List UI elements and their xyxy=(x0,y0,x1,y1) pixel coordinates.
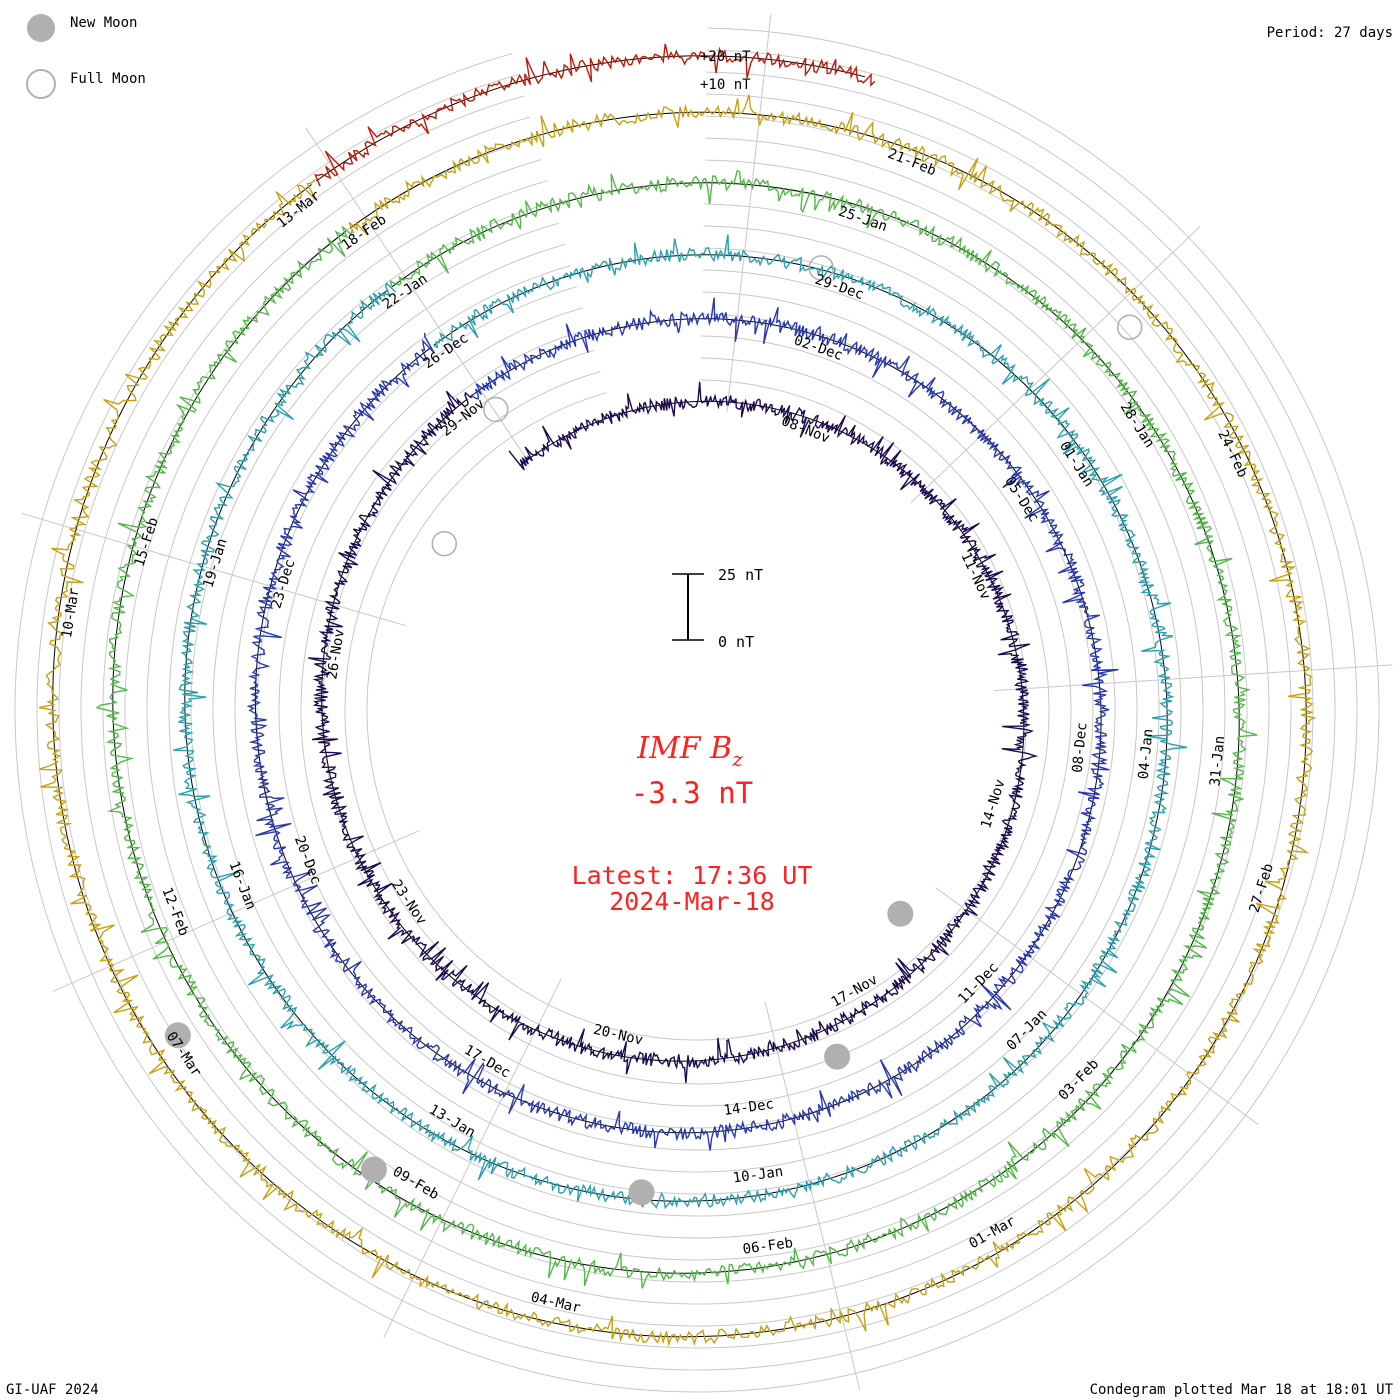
date-tick-label: 06-Feb xyxy=(742,1235,794,1258)
new-moon-marker xyxy=(360,1156,387,1183)
grid-ring xyxy=(212,225,1182,1195)
grid-ring xyxy=(168,181,1226,1239)
date-tick-label: 14-Dec xyxy=(723,1096,775,1119)
new-moon-marker xyxy=(824,1043,851,1070)
scale-bar-top-label: 25 nT xyxy=(718,566,763,584)
date-spoke xyxy=(993,664,1393,692)
zero-baseline xyxy=(254,318,1102,1134)
date-tick-label: 26-Nov xyxy=(324,628,348,680)
series-2 xyxy=(246,297,1119,1151)
grid-ring xyxy=(146,159,1248,1261)
grid-rings xyxy=(14,27,1380,1393)
grid-ring xyxy=(256,269,1138,1151)
full-moon-icon xyxy=(26,69,56,99)
full-moon-marker xyxy=(1116,314,1143,340)
full-moon-marker xyxy=(808,255,834,281)
chart-title-main: IMF B xyxy=(636,731,732,766)
footer-credit: GI-UAF 2024 xyxy=(6,1382,99,1398)
date-tick-label: 07-Jan xyxy=(1004,1006,1051,1054)
latest-time: Latest: 17:36 UT xyxy=(572,861,813,890)
series-1 xyxy=(308,381,1039,1084)
full-moon-label: Full Moon xyxy=(70,71,146,87)
new-moon-marker xyxy=(887,900,914,927)
date-tick-label: 31-Jan xyxy=(1207,735,1228,787)
full-moon-marker xyxy=(483,396,509,423)
grid-ring xyxy=(322,335,1072,1085)
date-tick-label: 04-Mar xyxy=(529,1289,582,1316)
scale-bar-bottom-label: 0 nT xyxy=(718,633,754,651)
date-spoke xyxy=(910,226,1201,504)
date-tick-label: 20-Dec xyxy=(291,834,324,887)
date-tick-label: 20-Nov xyxy=(592,1022,645,1049)
date-tick-label: 17-Dec xyxy=(461,1042,513,1081)
chart-title: IMF Bz xyxy=(636,731,743,771)
grid-ring xyxy=(36,49,1358,1371)
grid-ring xyxy=(124,137,1270,1283)
date-tick-label: 10-Jan xyxy=(732,1164,784,1187)
outer-scale-label-10: +10 nT xyxy=(700,77,751,93)
grid-ring xyxy=(278,291,1116,1129)
scale-bar: 25 nT 0 nT xyxy=(672,566,763,651)
zero-baseline xyxy=(52,111,1307,1338)
series-5 xyxy=(38,94,1317,1347)
new-moon-marker xyxy=(164,1022,191,1049)
grid-ring xyxy=(58,71,1336,1349)
date-tick-label: 08-Dec xyxy=(1070,722,1091,774)
outer-scale-label-20: +20 nT xyxy=(700,49,751,65)
data-series xyxy=(38,43,1317,1347)
chart-title-sub: z xyxy=(731,747,743,771)
zero-baseline xyxy=(321,398,1025,1062)
date-spoke xyxy=(726,14,772,412)
moon-markers xyxy=(164,255,1143,1206)
date-spoke xyxy=(22,513,407,627)
full-moon-marker xyxy=(431,530,458,557)
period-label: Period: 27 days xyxy=(1267,25,1393,41)
date-tick-label: 02-Dec xyxy=(792,332,845,364)
date-spoke xyxy=(305,127,528,461)
date-tick-label: 23-Dec xyxy=(268,558,298,611)
grid-ring xyxy=(366,379,1028,1041)
date-tick-label: 23-Nov xyxy=(388,877,430,928)
series-6 xyxy=(314,43,876,187)
current-value: -3.3 nT xyxy=(631,776,753,810)
grid-ring xyxy=(80,93,1314,1327)
new-moon-label: New Moon xyxy=(70,15,137,31)
grid-ring xyxy=(300,313,1094,1107)
grid-ring xyxy=(344,357,1050,1063)
grid-ring xyxy=(190,203,1204,1217)
grid-ring xyxy=(14,27,1380,1393)
new-moon-icon xyxy=(27,14,55,42)
latest-date: 2024-Mar-18 xyxy=(609,887,775,916)
date-tick-label: 24-Feb xyxy=(1214,428,1250,481)
date-spoke xyxy=(764,1001,861,1391)
series-3 xyxy=(173,234,1188,1210)
grid-ring xyxy=(102,115,1292,1305)
series-4 xyxy=(95,169,1258,1289)
date-tick-label: 10-Mar xyxy=(59,587,83,639)
date-tick-label: 04-Jan xyxy=(1136,728,1157,780)
date-spoke xyxy=(935,887,1259,1125)
footer-plotted: Condegram plotted Mar 18 at 18:01 UT xyxy=(1090,1382,1394,1398)
date-tick-label: 12-Feb xyxy=(158,885,191,938)
date-tick-label: 21-Feb xyxy=(885,146,938,180)
date-tick-label: 03-Feb xyxy=(1056,1056,1103,1104)
new-moon-marker xyxy=(628,1179,655,1206)
